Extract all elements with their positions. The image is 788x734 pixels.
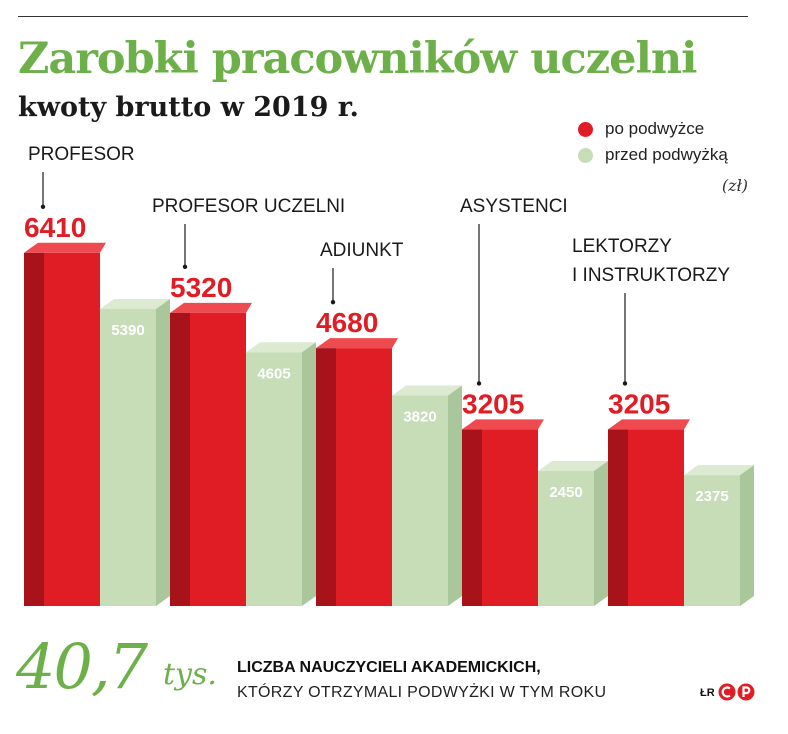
bar-top-after [608,419,690,430]
leader-dot [40,204,46,210]
category-label: PROFESOR [28,144,135,165]
bar-shade-after [316,348,336,606]
category-label: LEKTORZY [572,236,672,257]
bar-before [392,395,448,606]
bar-top-before [538,461,608,472]
chart-title: Zarobki pracowników uczelni [18,34,697,84]
bar-side-before [594,461,608,606]
legend-swatch-after [578,121,593,137]
bar-after [44,252,100,606]
leader-dot [182,264,188,270]
category-label: I INSTRUKTORZY [572,265,730,286]
value-label-after: 4680 [316,307,378,338]
bar-shade-after [462,429,482,606]
bar-before [538,471,594,606]
legend-swatch-before [578,147,593,163]
bar-top-after [24,242,106,253]
bar-top-after [462,419,544,430]
bar-side-before [448,385,462,606]
stat-number: 40,7 [16,630,148,703]
category-label: ADIUNKT [320,240,404,261]
value-label-after: 3205 [608,388,670,419]
bar-side-before [302,342,316,606]
publisher-logo [718,683,755,701]
bar-after [628,429,684,606]
top-rule [18,16,748,17]
bar-after [482,429,538,606]
leader-dot [622,381,628,386]
bar-before [246,352,302,606]
bar-side-before [740,465,754,606]
bar-after [190,312,246,606]
legend-label-before: przed podwyżką [605,145,728,164]
bar-top-after [170,302,252,313]
stat-unit: tys. [163,657,217,692]
author-credit: ŁR [700,687,715,699]
legend-item-after: po podwyżce [578,116,728,142]
stat-caption-line2: KTÓRZY OTRZYMALI PODWYŻKI W TYM ROKU [237,684,607,701]
bar-side-before [156,299,170,606]
leader-dot [330,299,336,305]
bar-shade-after [170,312,190,606]
category-label: PROFESOR UCZELNI [152,196,345,217]
value-label-before: 4605 [257,365,290,382]
bar-top-after [316,338,398,349]
value-label-before: 5390 [111,322,144,339]
leader-dot [476,381,482,386]
bar-top-before [684,465,754,476]
chart-subtitle: kwoty brutto w 2019 r. [18,92,359,123]
bar-top-before [100,299,170,310]
value-label-after: 5320 [170,272,232,303]
category-label: ASYSTENCI [460,196,568,217]
stat-caption-line1: LICZBA NAUCZYCIELI AKADEMICKICH, [237,659,541,676]
bar-top-before [246,342,316,353]
unit-label: (zł) [721,176,748,195]
bar-shade-after [24,252,44,606]
legend: po podwyżce przed podwyżką [578,116,728,168]
value-label-after: 6410 [24,212,86,243]
legend-label-after: po podwyżce [605,119,705,138]
value-label-after: 3205 [462,388,524,419]
value-label-before: 2450 [549,484,582,501]
value-label-before: 2375 [695,488,728,505]
legend-item-before: przed podwyżką [578,142,728,168]
bar-top-before [392,385,462,396]
bar-after [336,348,392,606]
bar-before [100,309,156,606]
value-label-before: 3820 [403,409,436,426]
bar-before [684,475,740,606]
bar-shade-after [608,429,628,606]
